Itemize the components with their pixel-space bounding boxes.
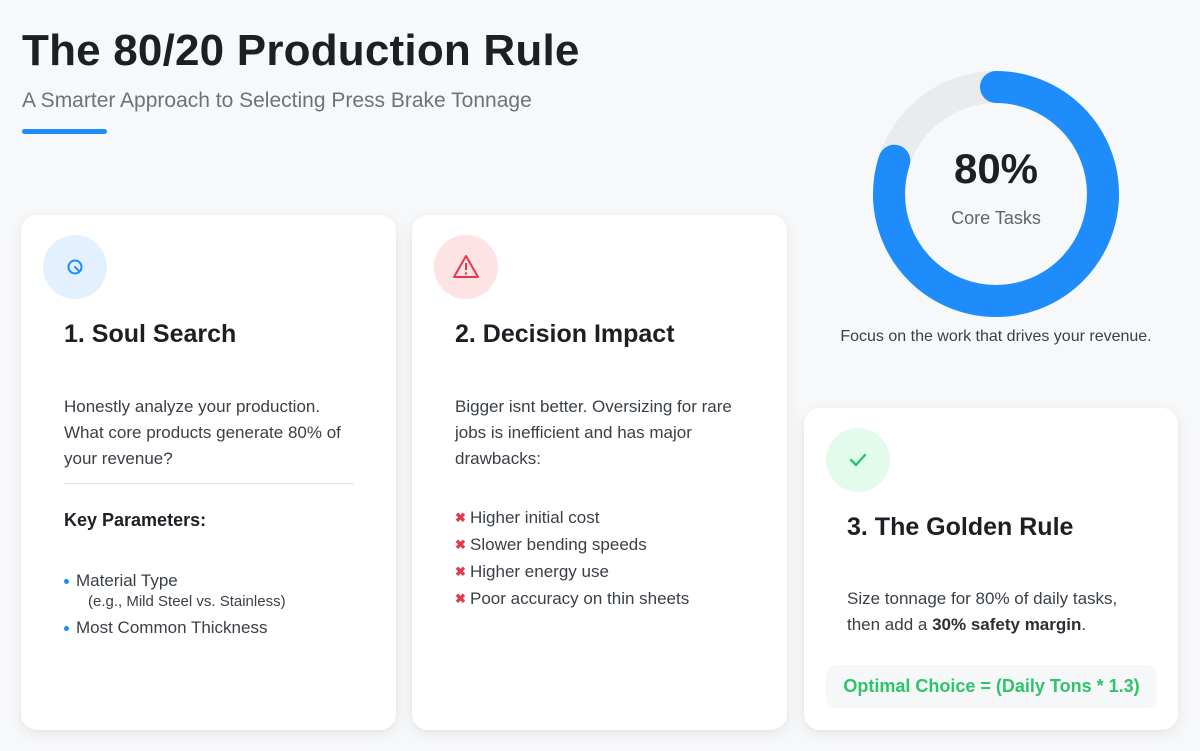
bullet-label: Material Type [76, 571, 178, 590]
drawback-text: Higher energy use [470, 562, 609, 581]
golden-rule-card: 3. The Golden Rule Size tonnage for 80% … [804, 408, 1178, 730]
text-part: Size tonnage for 80% of daily tasks, the… [847, 589, 1118, 634]
x-mark-icon: ✖ [455, 591, 466, 606]
donut-value: 80% [953, 145, 1039, 192]
drawback-text: Higher initial cost [470, 508, 600, 527]
title-underline-accent [22, 129, 107, 134]
soul-search-card: 1. Soul Search Honestly analyze your pro… [21, 215, 396, 730]
decision-impact-card: 2. Decision Impact Bigger isnt better. O… [412, 215, 787, 730]
list-item: Material Type (e.g., Mild Steel vs. Stai… [64, 571, 286, 610]
page-title: The 80/20 Production Rule [22, 26, 580, 75]
card-title: 2. Decision Impact [455, 320, 675, 348]
warning-triangle-icon [453, 255, 479, 278]
card-description: Bigger isnt better. Oversizing for rare … [455, 397, 732, 468]
bullet-label: Most Common Thickness [76, 618, 268, 637]
x-mark-icon: ✖ [455, 510, 466, 525]
drawback-text: Slower bending speeds [470, 535, 647, 554]
key-parameters-list: Material Type (e.g., Mild Steel vs. Stai… [64, 571, 286, 646]
donut-caption: Focus on the work that drives your reven… [840, 328, 1152, 345]
list-item: ✖ Poor accuracy on thin sheets [455, 585, 689, 612]
x-mark-icon: ✖ [455, 537, 466, 552]
bullet-sublabel: (e.g., Mild Steel vs. Stainless) [88, 593, 286, 610]
text-part: . [1081, 615, 1087, 634]
optimal-choice-formula: Optimal Choice = (Daily Tons * 1.3) [826, 665, 1157, 708]
donut-label: Core Tasks [951, 208, 1041, 228]
divider [64, 483, 354, 484]
warning-icon-badge [434, 235, 498, 299]
card-title: 3. The Golden Rule [847, 513, 1074, 541]
checkmark-icon [849, 453, 867, 467]
card-description: Size tonnage for 80% of daily tasks, the… [847, 586, 1127, 638]
core-tasks-donut: 80% Core Tasks [872, 70, 1120, 318]
page-subtitle: A Smarter Approach to Selecting Press Br… [22, 89, 532, 112]
key-parameters-heading: Key Parameters: [64, 510, 207, 530]
gauge-icon-badge [43, 235, 107, 299]
list-item: ✖ Higher energy use [455, 558, 689, 585]
donut-ring [873, 71, 1119, 317]
list-item: ✖ Slower bending speeds [455, 531, 689, 558]
drawbacks-list: ✖ Higher initial cost ✖ Slower bending spe… [455, 504, 689, 612]
gauge-icon [67, 259, 83, 275]
card-description: Honestly analyze your production. What c… [64, 397, 341, 468]
list-item: Most Common Thickness [64, 618, 286, 638]
list-item: ✖ Higher initial cost [455, 504, 689, 531]
x-mark-icon: ✖ [455, 564, 466, 579]
check-icon-badge [826, 428, 890, 492]
drawback-text: Poor accuracy on thin sheets [470, 589, 690, 608]
safety-margin-emphasis: 30% safety margin [932, 615, 1082, 634]
card-title: 1. Soul Search [64, 320, 237, 348]
